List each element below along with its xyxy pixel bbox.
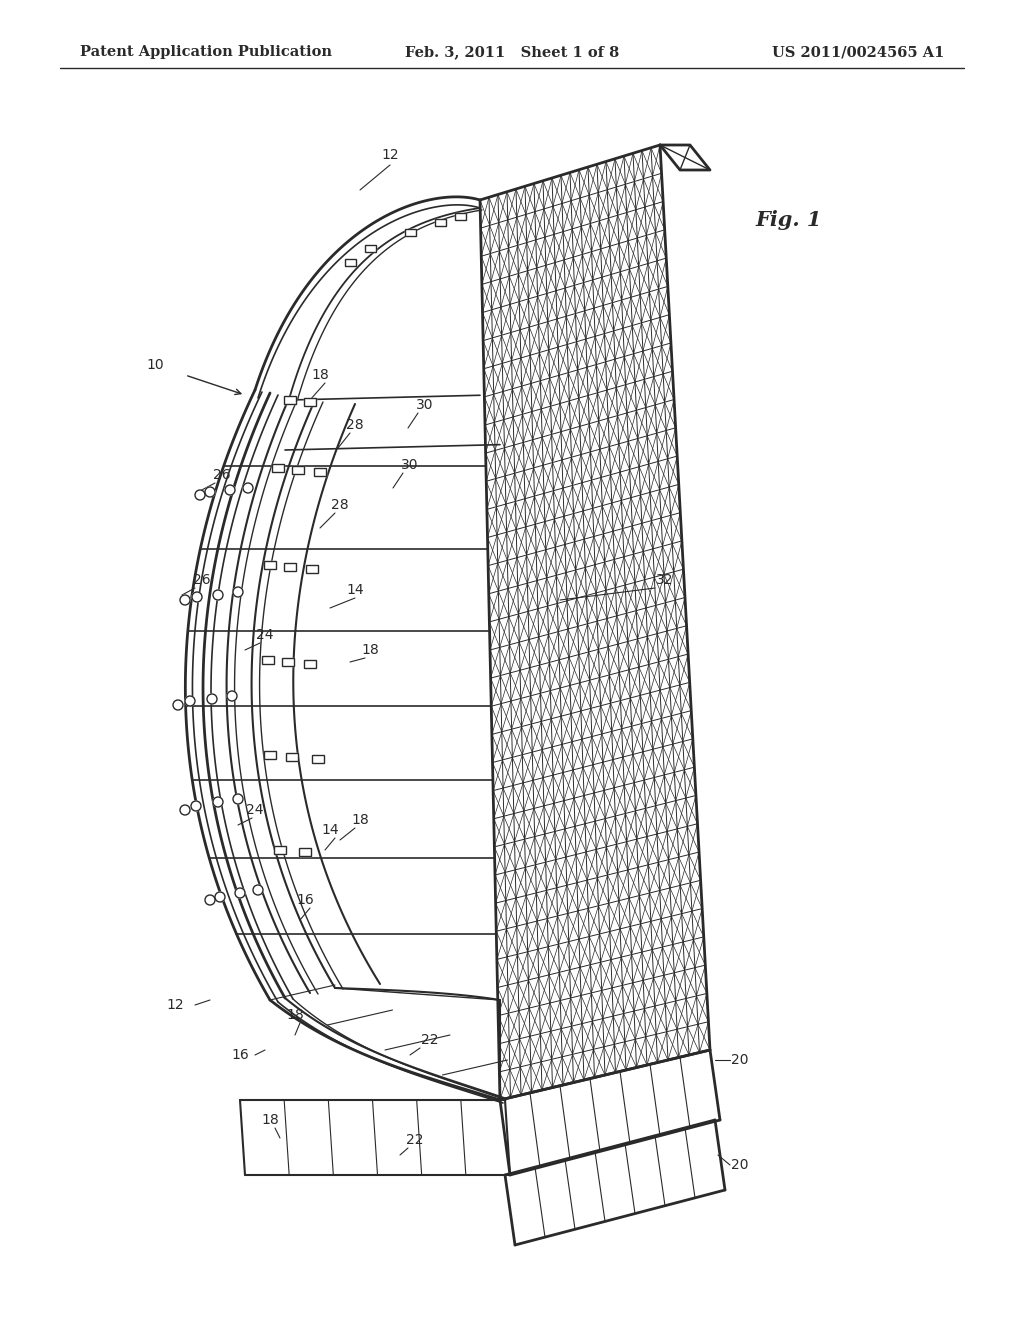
Bar xyxy=(284,564,296,572)
Bar xyxy=(455,213,466,219)
Bar xyxy=(314,469,326,477)
Circle shape xyxy=(215,892,225,902)
Text: 16: 16 xyxy=(231,1048,249,1063)
Bar xyxy=(344,259,355,265)
Circle shape xyxy=(180,595,190,605)
Circle shape xyxy=(205,487,215,498)
Bar xyxy=(262,656,274,664)
Bar xyxy=(264,561,276,569)
Bar xyxy=(299,847,311,855)
Bar xyxy=(264,751,276,759)
Bar xyxy=(264,561,276,569)
Circle shape xyxy=(234,888,245,898)
Bar xyxy=(284,396,296,404)
Text: Fig. 1: Fig. 1 xyxy=(755,210,821,230)
Circle shape xyxy=(180,805,190,814)
Text: Patent Application Publication: Patent Application Publication xyxy=(80,45,332,59)
Text: 16: 16 xyxy=(296,894,314,907)
Bar xyxy=(365,244,376,252)
Bar xyxy=(314,469,326,477)
Bar xyxy=(284,564,296,572)
Bar xyxy=(272,465,284,473)
Circle shape xyxy=(225,484,234,495)
Bar xyxy=(286,752,298,762)
Text: Feb. 3, 2011   Sheet 1 of 8: Feb. 3, 2011 Sheet 1 of 8 xyxy=(404,45,620,59)
Bar xyxy=(292,466,304,474)
Bar xyxy=(306,565,318,573)
Bar xyxy=(312,755,324,763)
Text: 18: 18 xyxy=(361,643,379,657)
Text: 14: 14 xyxy=(322,822,339,837)
Text: 20: 20 xyxy=(731,1158,749,1172)
Text: 14: 14 xyxy=(346,583,364,597)
Circle shape xyxy=(193,591,202,602)
Text: 22: 22 xyxy=(407,1133,424,1147)
Circle shape xyxy=(185,696,195,706)
Bar xyxy=(299,847,311,855)
Circle shape xyxy=(195,490,205,500)
Text: 28: 28 xyxy=(346,418,364,432)
Bar xyxy=(304,399,316,407)
Circle shape xyxy=(205,895,215,906)
Text: 28: 28 xyxy=(331,498,349,512)
Bar xyxy=(272,465,284,473)
Text: 12: 12 xyxy=(166,998,184,1012)
Bar xyxy=(304,660,316,668)
Text: 22: 22 xyxy=(421,1034,438,1047)
Bar xyxy=(304,660,316,668)
Circle shape xyxy=(233,795,243,804)
Bar xyxy=(434,219,445,226)
Bar xyxy=(286,752,298,762)
Text: 26: 26 xyxy=(213,469,230,482)
Bar xyxy=(304,399,316,407)
Text: 10: 10 xyxy=(146,358,164,372)
Circle shape xyxy=(227,690,237,701)
Bar xyxy=(282,657,294,667)
Text: 30: 30 xyxy=(401,458,419,473)
Text: 24: 24 xyxy=(256,628,273,642)
Circle shape xyxy=(213,797,223,807)
Bar xyxy=(274,846,286,854)
Circle shape xyxy=(191,801,201,810)
Circle shape xyxy=(213,590,223,601)
Text: 32: 32 xyxy=(656,573,674,587)
Bar xyxy=(274,846,286,854)
Bar xyxy=(292,466,304,474)
Text: 18: 18 xyxy=(351,813,369,828)
Bar xyxy=(264,751,276,759)
Bar xyxy=(344,259,355,265)
Circle shape xyxy=(243,483,253,492)
Text: 12: 12 xyxy=(381,148,398,162)
Bar xyxy=(262,656,274,664)
Bar xyxy=(284,396,296,404)
Bar xyxy=(404,228,416,235)
Text: 30: 30 xyxy=(416,399,434,412)
Bar xyxy=(434,219,445,226)
Bar xyxy=(282,657,294,667)
Text: 24: 24 xyxy=(246,803,264,817)
Text: US 2011/0024565 A1: US 2011/0024565 A1 xyxy=(772,45,944,59)
Circle shape xyxy=(233,587,243,597)
Text: 20: 20 xyxy=(731,1053,749,1067)
Text: 18: 18 xyxy=(311,368,329,381)
Circle shape xyxy=(207,694,217,704)
Circle shape xyxy=(173,700,183,710)
Circle shape xyxy=(253,884,263,895)
Bar xyxy=(404,228,416,235)
Text: 18: 18 xyxy=(286,1008,304,1022)
Text: 18: 18 xyxy=(261,1113,279,1127)
Bar xyxy=(306,565,318,573)
Text: 26: 26 xyxy=(194,573,211,587)
Bar xyxy=(455,213,466,219)
Bar xyxy=(365,244,376,252)
Bar xyxy=(312,755,324,763)
